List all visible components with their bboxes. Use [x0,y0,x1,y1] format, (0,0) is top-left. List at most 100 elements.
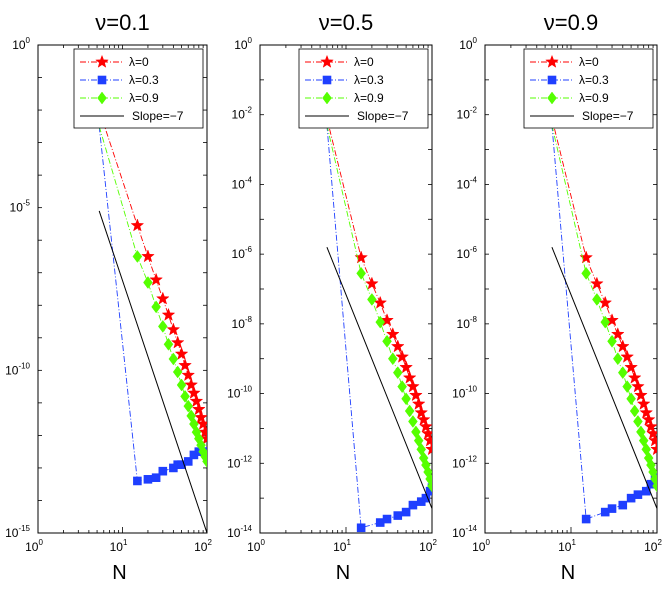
data-point-lambda0 [187,385,201,399]
data-point-lambda03 [382,514,392,524]
data-point-lambda0 [390,339,405,353]
data-point-lambda09 [652,479,657,493]
data-point-lambda0 [395,349,410,363]
panel-nu-0-9: 100 101 102 100 10-2 10-4 10-6 10-8 10-10 10-12 10… [452,10,662,584]
legend-label-lambda09: λ=0.9 [129,91,159,105]
data-point-lambda09 [612,352,623,366]
data-point-lambda0 [425,442,432,456]
data-point-lambda09 [404,404,415,418]
data-point-lambda09 [617,366,628,380]
data-point-lambda09 [143,276,153,289]
data-point-lambda0 [380,313,394,327]
y-tick-label: 10-6 [457,245,478,261]
data-point-lambda09 [622,380,632,394]
data-point-lambda09 [401,392,411,406]
data-point-lambda0 [399,360,413,374]
data-point-lambda0 [634,388,648,402]
panel-title: ν=0.5 [319,10,373,35]
x-tick-label: 100 [247,538,265,554]
data-point-lambda09 [158,319,168,333]
data-point-lambda03 [133,476,142,486]
data-point-lambda03 [633,490,643,499]
data-point-lambda0 [416,412,431,426]
data-point-lambda09 [163,337,174,351]
legend-marker-lambda03 [322,75,332,85]
y-tick-label: 10-10 [452,385,477,401]
data-point-lambda09 [392,366,403,380]
plot-area [98,109,207,533]
legend-label-lambda0: λ=0 [129,55,149,69]
data-point-lambda09 [132,250,143,263]
data-point-lambda0 [196,416,207,430]
y-tick-label: 10-2 [457,106,478,122]
x-tick-label: 102 [194,538,212,554]
legend-label-lambda09: λ=0.9 [354,91,384,105]
data-point-lambda0 [170,335,185,349]
data-point-lambda09 [168,352,179,366]
series-line-lambda03 [98,126,207,482]
x-axis-label: N [112,562,126,584]
series-line-slope [98,210,207,533]
data-point-lambda0 [414,405,429,419]
data-point-lambda0 [615,339,630,353]
y-tick-label: 100 [234,36,252,52]
data-point-lambda03 [393,511,403,520]
data-point-lambda0 [161,307,176,321]
x-tick-label: 100 [25,538,43,554]
data-point-lambda0 [627,370,642,384]
legend-marker-lambda0 [95,54,109,68]
x-tick-label: 102 [644,538,662,554]
data-point-lambda0 [641,412,656,426]
data-point-lambda09 [356,266,366,280]
data-point-lambda09 [408,415,418,428]
data-point-lambda0 [149,272,163,286]
data-point-lambda09 [151,300,161,314]
data-point-lambda09 [629,404,640,418]
data-point-lambda03 [356,523,366,533]
series-line-lambda0 [326,118,432,450]
data-point-lambda0 [639,405,654,419]
data-point-lambda03 [158,466,168,476]
legend-label-slope: Slope=−7 [582,109,634,123]
data-point-lambda09 [183,399,194,413]
series-line-slope [551,246,657,509]
data-point-lambda09 [397,380,407,394]
data-point-lambda0 [409,388,423,402]
legend-marker-lambda09 [322,91,332,105]
data-point-lambda0 [174,346,189,360]
x-tick-label: 101 [558,538,576,554]
data-point-lambda09 [581,266,591,280]
data-point-lambda0 [155,291,170,305]
legend-label-lambda0: λ=0 [579,55,599,69]
data-point-lambda09 [202,455,207,468]
y-tick-label: 10-14 [227,524,252,540]
legend-label-lambda09: λ=0.9 [579,91,609,105]
legend-label-slope: Slope=−7 [132,109,184,123]
data-point-lambda03 [618,500,628,510]
data-point-lambda0 [402,370,417,384]
data-point-lambda0 [373,295,388,309]
legend-label-slope: Slope=−7 [357,109,409,123]
y-tick-label: 10-10 [5,361,30,377]
data-point-lambda0 [178,358,192,372]
data-point-lambda09 [176,378,187,392]
series-line-slope [326,246,432,509]
y-tick-label: 100 [12,36,30,52]
legend: λ=0 λ=0.3 λ=0.9 Slope=−7 [73,48,204,129]
data-point-lambda09 [382,334,392,348]
data-point-lambda09 [172,365,183,379]
legend: λ=0 λ=0.3 λ=0.9 Slope=−7 [298,48,429,129]
legend-marker-lambda0 [320,54,334,68]
data-point-lambda09 [607,334,617,348]
y-tick-label: 10-2 [232,106,253,122]
data-point-lambda0 [648,433,657,447]
data-point-lambda0 [184,377,199,391]
panel-nu-0-1: 100 101 102 100 10-5 10-10 10-15 ν=0.1 Nλ=0 λ=0.3… [5,10,212,584]
data-point-lambda0 [166,322,181,336]
y-tick-label: 10-6 [232,245,253,261]
data-point-lambda0 [620,349,635,363]
data-point-lambda0 [624,360,638,374]
data-point-lambda0 [598,295,613,309]
series-line-lambda0 [551,118,657,450]
legend-marker-lambda09 [97,91,107,105]
